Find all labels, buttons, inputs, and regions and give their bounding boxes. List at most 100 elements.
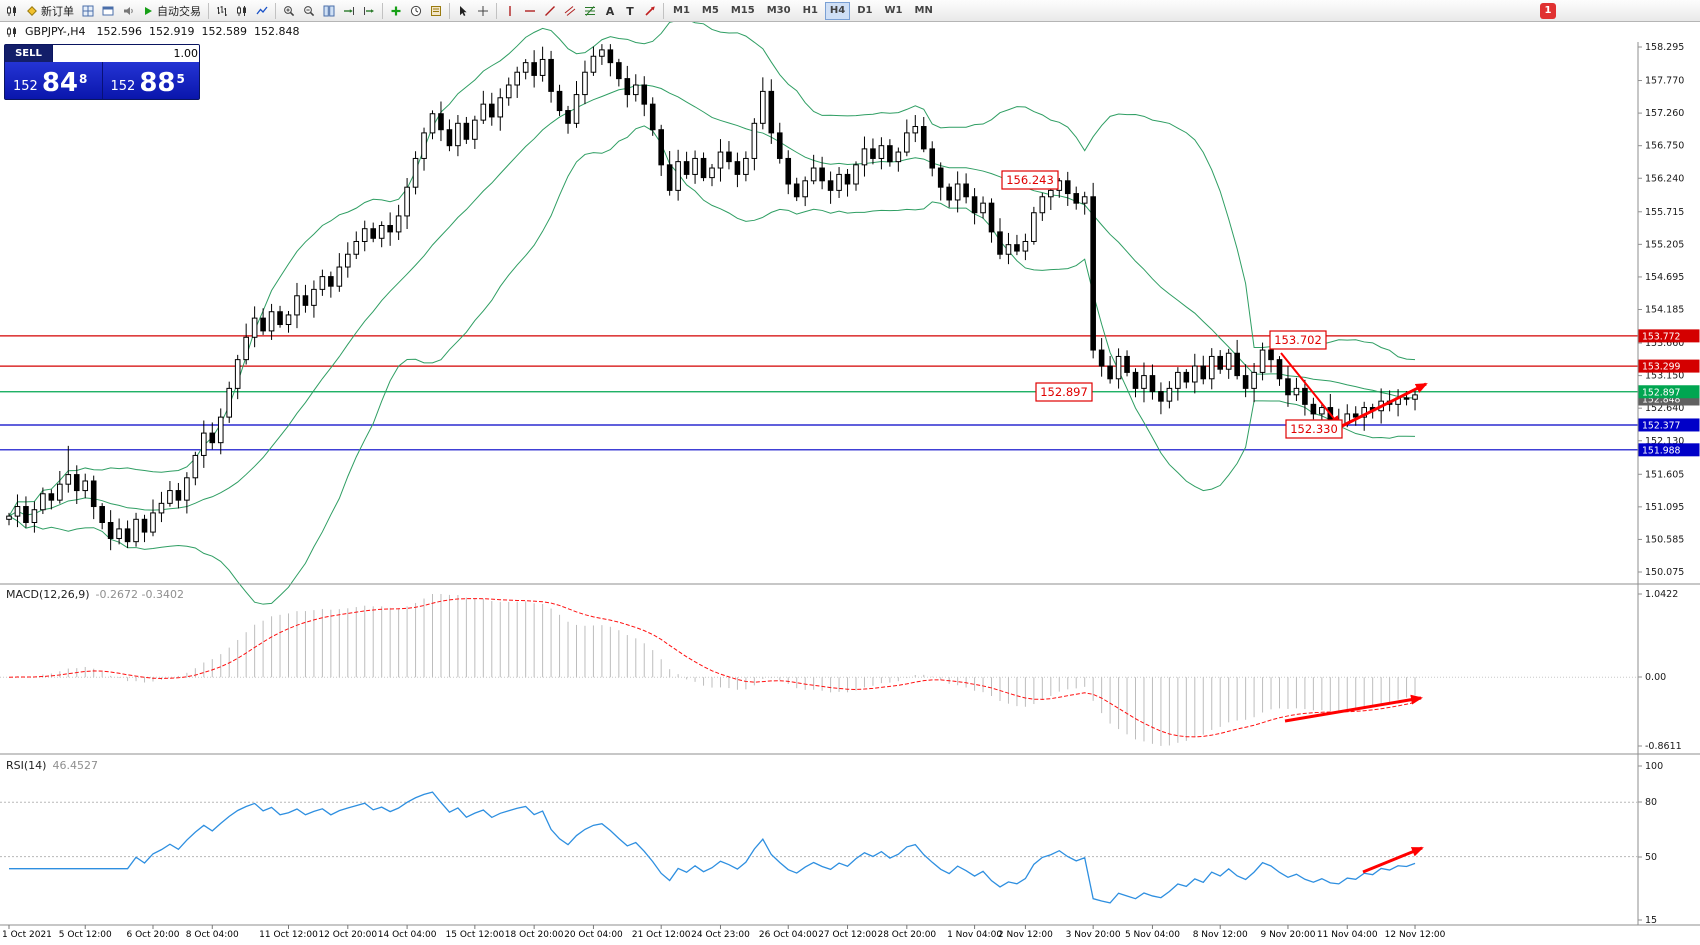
channel-icon xyxy=(564,5,576,17)
sound-icon[interactable] xyxy=(119,2,137,20)
svg-text:152.897: 152.897 xyxy=(1642,387,1681,398)
bar-chart-type-icon xyxy=(216,5,228,17)
time-axis[interactable]: 1 Oct 2021 5 Oct 12:00 6 Oct 20:00 8 Oct 04… xyxy=(2,925,1446,940)
price-callouts[interactable]: 156.243 153.702 152.897 152.330 xyxy=(1001,170,1343,439)
svg-text:28 Oct 20:00: 28 Oct 20:00 xyxy=(877,930,936,940)
svg-text:27 Oct 12:00: 27 Oct 12:00 xyxy=(818,930,877,940)
svg-text:12 Nov 12:00: 12 Nov 12:00 xyxy=(1385,930,1446,940)
bollinger-lower xyxy=(8,125,1416,605)
rsi-name: RSI(14) xyxy=(6,759,47,772)
svg-text:20 Oct 04:00: 20 Oct 04:00 xyxy=(564,930,623,940)
svg-text:0.00: 0.00 xyxy=(1645,672,1666,683)
svg-text:153.702: 153.702 xyxy=(1274,333,1322,347)
lot-size-input[interactable] xyxy=(53,45,199,62)
rsi-label: RSI(14) 46.4527 xyxy=(6,759,98,772)
auto-scroll-icon[interactable] xyxy=(340,2,358,20)
svg-text:3 Nov 20:00: 3 Nov 20:00 xyxy=(1066,930,1121,940)
toolbar-separator xyxy=(382,2,383,19)
templates-icon[interactable] xyxy=(427,2,445,20)
cursor-icon[interactable] xyxy=(454,2,472,20)
macd-signal-line xyxy=(8,598,1416,738)
timeframe-m30-button[interactable]: M30 xyxy=(762,2,796,20)
market-watch-icon[interactable] xyxy=(79,2,97,20)
svg-text:50: 50 xyxy=(1645,852,1657,863)
candlestick-chart-type-icon[interactable] xyxy=(233,2,251,20)
svg-text:26 Oct 04:00: 26 Oct 04:00 xyxy=(759,930,818,940)
chart-window-icon[interactable] xyxy=(3,2,21,20)
quote-high: 152.919 xyxy=(149,25,195,38)
new-order-button[interactable]: 新订单 xyxy=(23,2,77,20)
autotrading-button[interactable]: 自动交易 xyxy=(139,2,204,20)
svg-text:151.605: 151.605 xyxy=(1645,469,1684,480)
one-click-trading-panel: SELL ▴ ▾ BUY 152 84 8 152 88 5 xyxy=(4,44,200,100)
periods-icon[interactable] xyxy=(407,2,425,20)
zoom-out-icon[interactable] xyxy=(300,2,318,20)
svg-text:153.660: 153.660 xyxy=(1645,338,1684,349)
label-icon[interactable]: T xyxy=(621,2,639,20)
price-axis[interactable]: 158.295 157.770 157.260 156.750 156.240 155.7… xyxy=(1638,42,1684,578)
cursor-icon xyxy=(457,5,469,17)
svg-text:153.772: 153.772 xyxy=(1642,331,1680,342)
vertical-line-icon[interactable] xyxy=(501,2,519,20)
svg-text:150.075: 150.075 xyxy=(1645,567,1684,578)
crosshair-icon[interactable] xyxy=(474,2,492,20)
crosshair-icon xyxy=(477,5,489,17)
alert-count-badge[interactable]: 1 xyxy=(1540,3,1556,19)
svg-text:153.299: 153.299 xyxy=(1642,362,1681,373)
sell-price[interactable]: 152 84 8 xyxy=(5,62,103,99)
horizontal-line-icon xyxy=(524,5,536,17)
svg-text:1 Nov 04:00: 1 Nov 04:00 xyxy=(947,930,1002,940)
horizontal-line-icon[interactable] xyxy=(521,2,539,20)
sell-button[interactable]: SELL xyxy=(5,45,52,62)
svg-text:156.750: 156.750 xyxy=(1645,141,1684,152)
data-window-icon[interactable] xyxy=(99,2,117,20)
buy-price-big-figure: 152 xyxy=(110,79,136,94)
trendline-icon xyxy=(544,5,556,17)
channel-icon[interactable] xyxy=(561,2,579,20)
timeframe-m1-button[interactable]: M1 xyxy=(668,2,695,20)
chart-window-icon xyxy=(6,5,18,17)
tile-windows-icon[interactable] xyxy=(320,2,338,20)
new-order-icon xyxy=(26,5,38,17)
timeframe-w1-button[interactable]: W1 xyxy=(880,2,908,20)
toolbar-label: 自动交易 xyxy=(157,4,201,18)
indicators-icon xyxy=(390,5,402,17)
timeframe-h1-button[interactable]: H1 xyxy=(798,2,823,20)
svg-text:15: 15 xyxy=(1645,915,1657,926)
bollinger-bands xyxy=(8,18,1416,605)
timeframe-m5-button[interactable]: M5 xyxy=(697,2,724,20)
timeframe-h4-button[interactable]: H4 xyxy=(824,1,851,20)
indicators-icon[interactable] xyxy=(387,2,405,20)
buy-price-pips: 88 xyxy=(139,68,176,98)
chart-drawings[interactable] xyxy=(1280,352,1428,874)
text-icon[interactable]: A xyxy=(601,2,619,20)
vertical-line-icon xyxy=(504,5,516,17)
svg-text:150.585: 150.585 xyxy=(1645,534,1684,545)
panel-separators[interactable] xyxy=(0,42,1700,926)
horizontal-level-lines[interactable] xyxy=(0,335,1638,451)
timeframe-mn-button[interactable]: MN xyxy=(910,2,938,20)
svg-text:15 Oct 12:00: 15 Oct 12:00 xyxy=(446,930,505,940)
buy-price[interactable]: 152 88 5 xyxy=(103,62,200,99)
macd-histogram xyxy=(16,594,1416,746)
toolbar-label: M5 xyxy=(701,5,719,16)
svg-text:-0.8611: -0.8611 xyxy=(1645,741,1682,752)
svg-text:8 Oct 04:00: 8 Oct 04:00 xyxy=(186,930,239,940)
zoom-in-icon[interactable] xyxy=(280,2,298,20)
trendline-icon[interactable] xyxy=(541,2,559,20)
chart-tab-icon xyxy=(6,26,18,38)
chart-shift-icon[interactable] xyxy=(360,2,378,20)
rsi-line xyxy=(9,791,1416,904)
line-chart-type-icon[interactable] xyxy=(253,2,271,20)
candlestick-chart-type-icon xyxy=(236,5,248,17)
rsi-arrow xyxy=(1362,846,1424,874)
bar-chart-type-icon[interactable] xyxy=(213,2,231,20)
trend-down-arrow xyxy=(1280,352,1342,428)
zoom-out-icon xyxy=(303,5,315,17)
svg-text:153.150: 153.150 xyxy=(1645,371,1684,382)
arrows-icon[interactable] xyxy=(641,2,659,20)
timeframe-d1-button[interactable]: D1 xyxy=(852,2,877,20)
timeframe-m15-button[interactable]: M15 xyxy=(726,2,760,20)
fibonacci-icon[interactable] xyxy=(581,2,599,20)
